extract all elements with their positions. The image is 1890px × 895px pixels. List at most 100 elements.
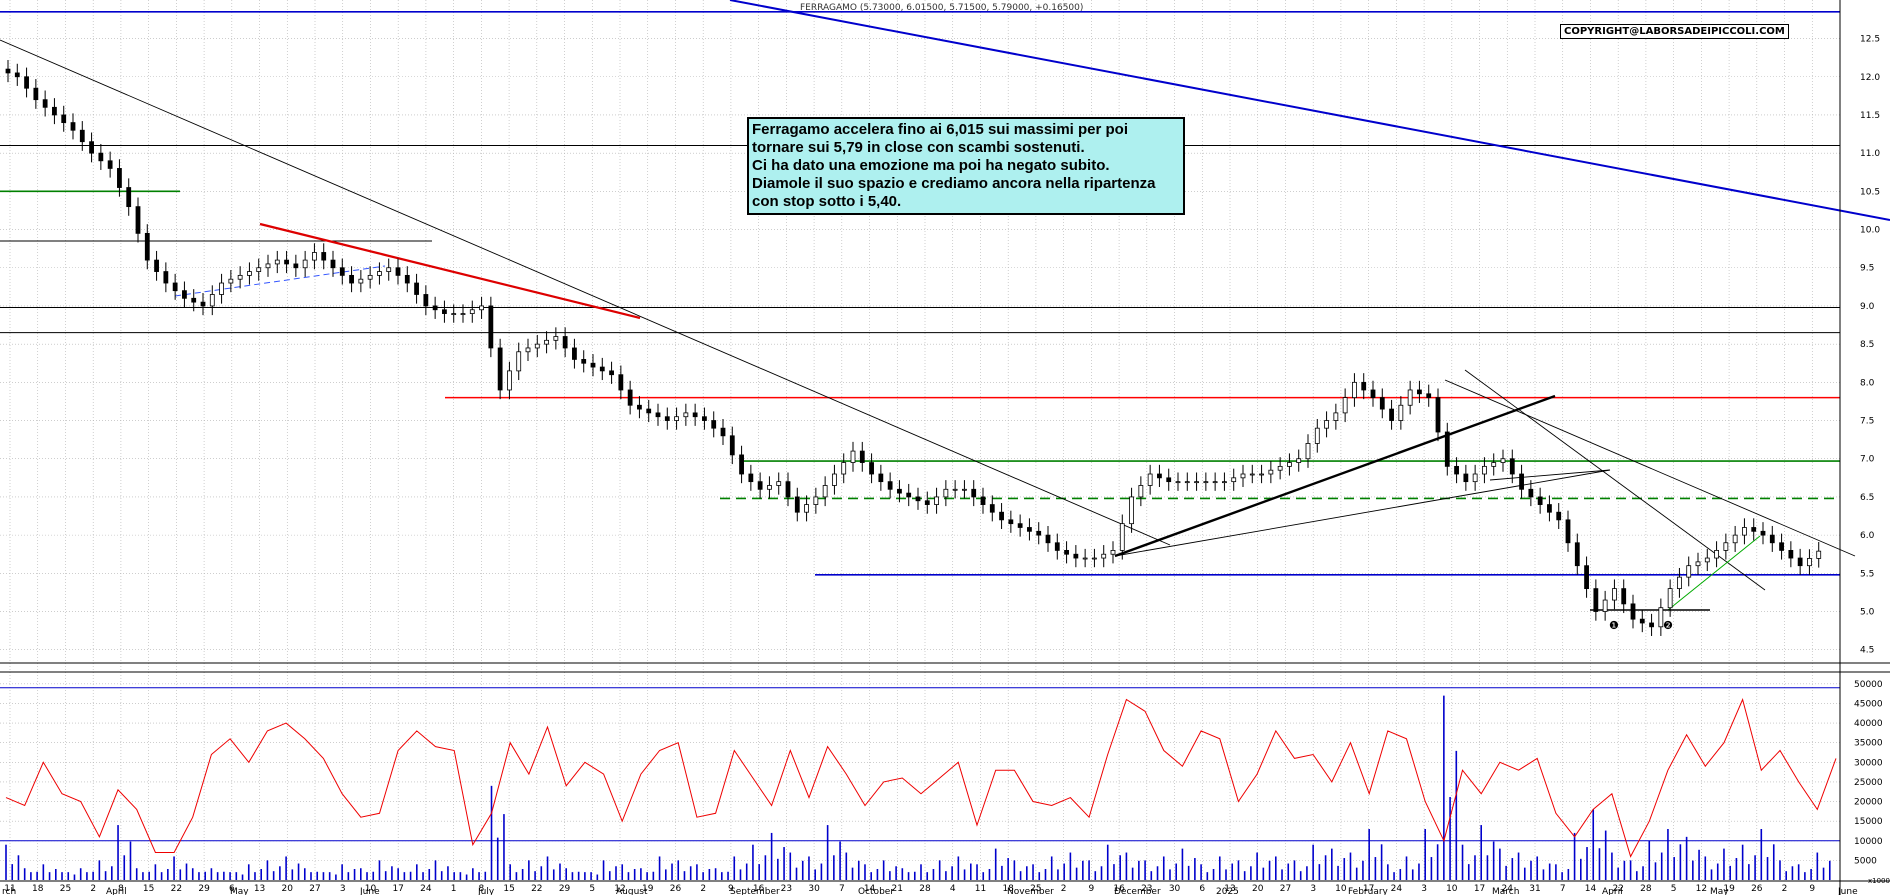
oscillator-line xyxy=(5,697,1837,858)
price-tick-label: 5.5 xyxy=(1860,569,1874,579)
candle-body xyxy=(1723,542,1729,551)
date-tick-label: 10 xyxy=(365,884,377,894)
date-tick-label: 14 xyxy=(864,884,876,894)
candle-body xyxy=(274,259,280,265)
price-tick-label: 6.5 xyxy=(1860,493,1874,503)
volume-tick-label: 45000 xyxy=(1854,699,1883,709)
price-tick-label: 10.0 xyxy=(1860,226,1880,236)
date-tick-label: 2 xyxy=(1061,884,1067,894)
candle-body xyxy=(655,412,661,418)
candle-body xyxy=(544,339,549,345)
date-tick-label: 28 xyxy=(919,884,931,894)
date-tick-label: 23 xyxy=(1141,884,1152,894)
volume-oscillator xyxy=(5,697,1837,858)
date-tick-label: 29 xyxy=(198,884,210,894)
date-tick-label: 17 xyxy=(1363,884,1374,894)
candle-body xyxy=(5,68,11,74)
candle-body xyxy=(692,412,698,418)
candle-body xyxy=(1417,389,1422,395)
candle-body xyxy=(813,496,819,505)
candle-body xyxy=(1426,393,1432,399)
candle-body xyxy=(98,152,104,162)
candle-body xyxy=(200,301,206,307)
candle-body xyxy=(1073,553,1079,559)
candle-body xyxy=(70,122,76,131)
date-tick-label: 10 xyxy=(1446,884,1458,894)
date-tick-label: 11 xyxy=(975,884,986,894)
candle-body xyxy=(182,290,187,299)
month-label: rch xyxy=(2,887,16,895)
candle-body xyxy=(1389,408,1394,421)
candle-body xyxy=(1500,458,1506,463)
candle-body xyxy=(739,454,744,475)
candle-body xyxy=(423,294,429,307)
date-tick-label: 26 xyxy=(1751,884,1763,894)
date-tick-label: 1 xyxy=(451,884,457,894)
candle-body xyxy=(1268,469,1274,475)
candle-body xyxy=(1157,473,1162,479)
date-tick-label: 3 xyxy=(1310,884,1316,894)
date-tick-label: 3 xyxy=(1421,884,1427,894)
date-tick-label: 9 xyxy=(728,884,734,894)
candle-body xyxy=(878,473,884,483)
candle-body xyxy=(1231,477,1237,483)
candle-body xyxy=(1129,496,1134,525)
candle-body xyxy=(683,412,689,418)
candle-body xyxy=(618,374,624,391)
candle-body xyxy=(1732,534,1738,544)
month-label: December xyxy=(1114,887,1161,895)
candle-body xyxy=(228,278,234,284)
candle-body xyxy=(971,488,977,498)
trend-line xyxy=(1444,379,1856,557)
candle-body xyxy=(1630,603,1636,620)
candle-body xyxy=(748,473,754,483)
candle-body xyxy=(1064,550,1069,555)
date-tick-label: 27 xyxy=(1280,884,1291,894)
date-tick-label: 24 xyxy=(1502,884,1514,894)
trend-line xyxy=(174,265,386,297)
month-label: November xyxy=(1007,887,1054,895)
candle-body xyxy=(1444,431,1450,467)
candle-body xyxy=(525,347,531,353)
volume-tick-label: 50000 xyxy=(1854,680,1883,690)
candle-body xyxy=(1602,599,1608,612)
date-tick-label: 20 xyxy=(1252,884,1264,894)
candle-body xyxy=(386,267,392,272)
date-tick-label: 22 xyxy=(171,884,182,894)
candle-body xyxy=(627,389,633,406)
candle-body xyxy=(312,252,317,261)
candle-body xyxy=(729,435,735,456)
candle-body xyxy=(89,141,94,154)
candle-body xyxy=(1008,519,1014,525)
candle-body xyxy=(590,362,596,368)
candle-body xyxy=(507,370,512,391)
candle-body xyxy=(349,274,354,284)
candle-body xyxy=(1556,511,1562,521)
candle-body xyxy=(219,282,224,295)
candle-body xyxy=(460,313,466,315)
date-tick-label: 31 xyxy=(1529,884,1540,894)
date-tick-label: 5 xyxy=(1671,884,1677,894)
annotation-line: con stop sotto i 5,40. xyxy=(752,193,902,210)
date-tick-label: 14 xyxy=(1585,884,1597,894)
date-tick-label: 11 xyxy=(4,884,15,894)
candle-body xyxy=(1807,558,1812,567)
candle-body xyxy=(980,496,986,505)
volume-tick-label: 20000 xyxy=(1854,798,1883,808)
candle-body xyxy=(1287,462,1292,467)
date-tick-label: 8 xyxy=(118,884,124,894)
candle-body xyxy=(432,305,438,311)
candle-body xyxy=(404,274,410,284)
month-label: October xyxy=(858,887,894,895)
price-tick-label: 7.0 xyxy=(1860,455,1875,465)
candle-body xyxy=(1547,504,1552,513)
candle-body xyxy=(804,504,809,513)
candle-body xyxy=(674,416,679,421)
volume-tick-label: 25000 xyxy=(1854,778,1883,788)
date-tick-label: 25 xyxy=(1030,884,1041,894)
date-tick-label: 21 xyxy=(892,884,903,894)
candle-body xyxy=(256,267,262,272)
candle-body xyxy=(367,274,373,280)
candle-body xyxy=(79,129,85,143)
candle-body xyxy=(720,427,726,437)
